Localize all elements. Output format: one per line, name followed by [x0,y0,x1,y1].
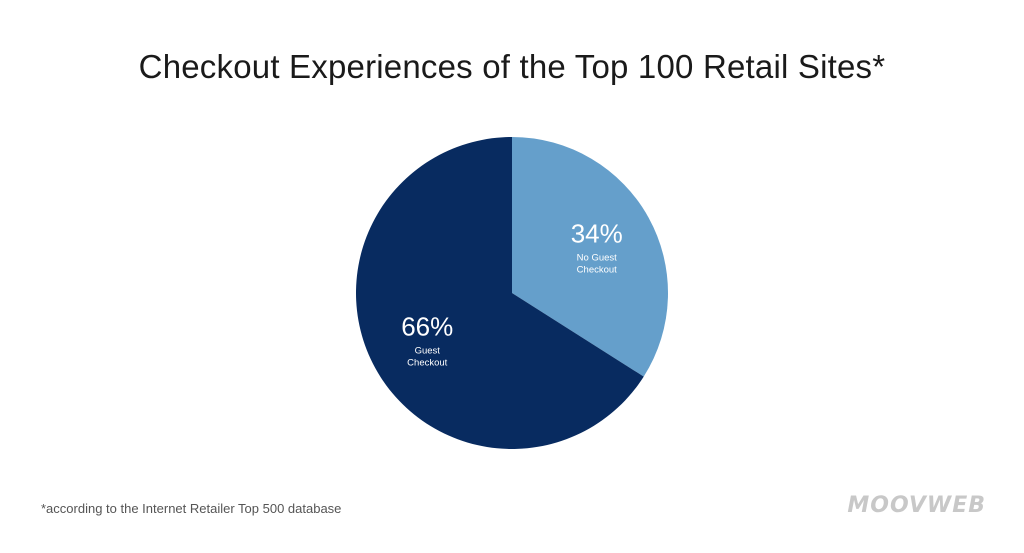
pie-slice-0 [512,137,668,377]
slice-value-label-1: 66% [401,312,453,342]
pie-slice-1 [355,136,644,449]
pie-slices [355,136,668,449]
chart-title: Checkout Experiences of the Top 100 Reta… [138,48,886,85]
slice-category-label-1-line-1: Checkout [407,358,447,369]
slice-category-label-0-line-0: No Guest [577,252,617,263]
slice-category-label-1-line-0: Guest [415,346,441,357]
moovweb-logo: MOOVWEB [847,493,986,518]
slice-category-label-0-line-1: Checkout [577,264,617,275]
slice-value-label-0: 34% [571,218,623,248]
footnote: *according to the Internet Retailer Top … [41,501,342,516]
